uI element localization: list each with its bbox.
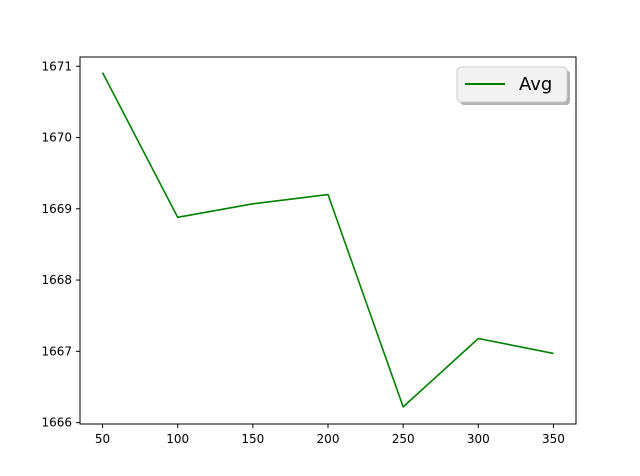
plot-area (80, 57, 576, 424)
data-point (402, 406, 404, 408)
data-point (101, 71, 103, 73)
legend: Avg (456, 66, 570, 105)
data-point (176, 216, 178, 218)
x-tick-label: 50 (95, 432, 110, 446)
y-tick-label: 1670 (41, 131, 72, 145)
series-layer (101, 71, 554, 408)
x-tick-label: 350 (542, 432, 565, 446)
x-tick-label: 100 (166, 432, 189, 446)
x-tick-label: 300 (467, 432, 490, 446)
y-tick-label: 1668 (41, 273, 72, 287)
legend-box (456, 66, 568, 103)
x-tick-label: 250 (392, 432, 415, 446)
data-point (327, 193, 329, 195)
data-point (252, 203, 254, 205)
x-axis: 50 100 150 200 250 300 350 (95, 424, 565, 446)
y-axis: 1666 1667 1668 1669 1670 1671 (41, 59, 80, 430)
y-tick-label: 1671 (41, 59, 72, 73)
data-point (477, 337, 479, 339)
y-tick-label: 1667 (41, 344, 72, 358)
y-tick-label: 1669 (41, 202, 72, 216)
x-tick-label: 150 (241, 432, 264, 446)
legend-label-avg: Avg (519, 74, 552, 95)
x-tick-label: 200 (317, 432, 340, 446)
data-point (552, 352, 554, 354)
series-line-0 (101, 72, 554, 408)
y-tick-label: 1666 (41, 416, 72, 430)
